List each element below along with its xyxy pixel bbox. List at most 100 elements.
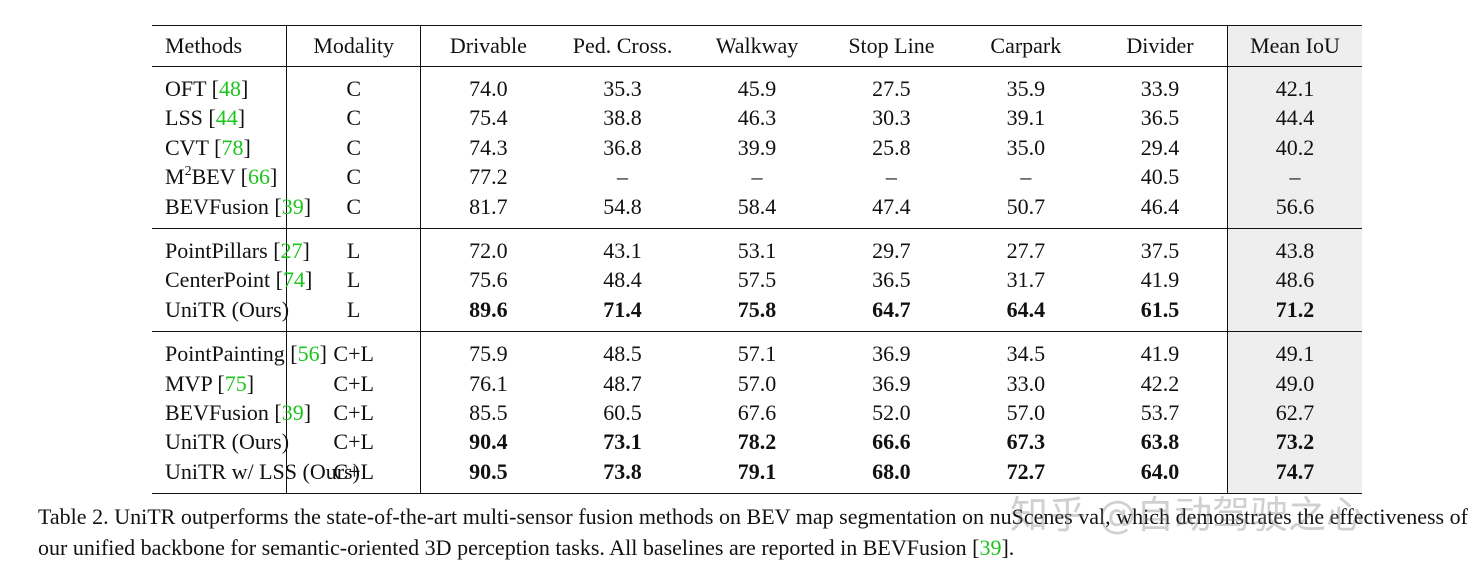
value: 36.8: [603, 134, 642, 160]
cite-close: ]: [302, 238, 310, 264]
column-header: Modality: [286, 25, 422, 67]
value: 36.9: [872, 341, 911, 367]
method-name: BEV: [191, 164, 236, 190]
value: 48.4: [603, 267, 642, 293]
method-name: PointPillars: [165, 238, 268, 264]
value: 33.9: [1140, 76, 1180, 101]
column-header: Carpark: [990, 33, 1062, 58]
value-cell: 63.8: [1093, 427, 1227, 456]
cite-open: [: [211, 76, 219, 101]
value: 31.7: [1006, 267, 1046, 293]
value-cell: 36.8: [555, 133, 689, 162]
value-cell: 40.2: [1227, 132, 1362, 163]
table-row: PointPainting [56] C+L 75.9 48.5 57.1 36.9 34.…: [152, 331, 1362, 369]
value: 36.5: [1140, 105, 1180, 131]
value-cell: 35.0: [959, 133, 1093, 162]
method-name: CenterPoint: [165, 267, 271, 293]
value-cell: 41.9: [1093, 332, 1227, 369]
value-cell: 57.5: [690, 265, 824, 294]
value: 90.5: [469, 458, 508, 484]
modality-cell: C+L: [286, 427, 422, 457]
value-cell: 47.4: [824, 192, 958, 229]
value-cell: 74.7: [1227, 456, 1362, 494]
method-cell: BEVFusion [39]: [152, 398, 311, 428]
value: 78.2: [737, 429, 777, 455]
value: 42.1: [1275, 76, 1315, 101]
value: 75.4: [469, 105, 508, 131]
value: –: [1020, 164, 1032, 190]
value-cell: 74.3: [421, 133, 555, 162]
caption-end: .: [1008, 535, 1015, 560]
value: 35.3: [603, 76, 642, 101]
value-cell: 75.8: [690, 295, 824, 332]
citation: 56: [297, 341, 320, 367]
value-cell: 68.0: [824, 457, 958, 494]
value-cell: 42.1: [1227, 66, 1362, 104]
value: 43.8: [1275, 238, 1315, 264]
value: –: [885, 164, 897, 190]
results-table: Methods Modality Drivable Ped. Cross. Walkwa…: [152, 25, 1362, 494]
watermark: 知乎 @自动驾驶之心: [1010, 493, 1365, 537]
citation: 39: [281, 400, 304, 426]
cite-open: [: [290, 341, 298, 367]
value-cell: 81.7: [421, 192, 555, 229]
value-cell: 29.4: [1093, 133, 1227, 162]
value: 33.0: [1006, 370, 1046, 396]
modality-cell: L: [286, 265, 422, 295]
value-cell: 90.5: [421, 457, 555, 494]
value: 40.2: [1275, 134, 1315, 160]
method-cell: PointPillars [27]: [152, 228, 310, 266]
value-cell: 77.2: [421, 162, 555, 191]
method-name: OFT: [165, 76, 207, 101]
method-name: BEVFusion: [165, 400, 269, 426]
value-cell: 31.7: [959, 265, 1093, 294]
cite-close: ]: [237, 105, 246, 131]
value-cell: 67.3: [959, 427, 1093, 456]
value: 73.8: [603, 458, 642, 484]
modality-cell: C: [286, 103, 422, 133]
value-cell: 35.9: [959, 67, 1093, 104]
value-cell: 36.5: [824, 265, 958, 294]
citation: 74: [282, 267, 305, 293]
method-cell: M2BEV [66]: [152, 162, 287, 192]
cite-open: [: [214, 134, 222, 160]
cite-open: [: [274, 193, 282, 219]
caption-cite-close: ]: [1001, 535, 1009, 560]
value: 36.5: [872, 267, 911, 293]
value-cell: 57.0: [690, 369, 824, 398]
value-cell: 46.4: [1093, 192, 1227, 229]
value-cell: 36.9: [824, 332, 958, 369]
citation: 39: [281, 193, 304, 219]
method-name: CVT: [165, 134, 209, 160]
method-name: PointPainting: [165, 341, 285, 367]
value: 29.4: [1140, 134, 1180, 160]
value: 44.4: [1275, 105, 1315, 131]
value-cell: 85.5: [421, 398, 555, 427]
value-cell: 57.1: [690, 332, 824, 369]
value: 25.8: [872, 134, 911, 160]
value: 64.7: [872, 296, 911, 322]
value-cell: 67.6: [690, 398, 824, 427]
value-cell: 72.0: [421, 229, 555, 266]
table-row: OFT [48] C 74.0 35.3 45.9 27.5 35.9 33.9 42.1: [152, 66, 1362, 104]
value: 29.7: [872, 238, 911, 264]
value-cell: –: [959, 162, 1093, 191]
value-cell: 49.1: [1227, 331, 1362, 369]
cite-close: ]: [270, 164, 278, 190]
value-cell: 39.9: [690, 133, 824, 162]
value: 52.0: [872, 400, 911, 426]
value: 57.1: [737, 341, 777, 367]
value: 35.0: [1006, 134, 1046, 160]
table-row: UniTR w/ LSS (Ours) C+L 90.5 73.8 79.1 68.0 72…: [152, 456, 1362, 494]
value-cell: 25.8: [824, 133, 958, 162]
method-name: UniTR w/ LSS (Ours): [165, 458, 360, 484]
value: 40.5: [1140, 164, 1180, 190]
value: 75.8: [737, 296, 777, 322]
value: 48.7: [603, 370, 642, 396]
value-cell: 33.0: [959, 369, 1093, 398]
value: 89.6: [469, 296, 508, 322]
table-row: MVP [75] C+L 76.1 48.7 57.0 36.9 33.0 42.2 49.0: [152, 368, 1362, 399]
value: 39.9: [737, 134, 777, 160]
value-cell: 37.5: [1093, 229, 1227, 266]
table-row: UniTR (Ours) L 89.6 71.4 75.8 64.7 64.4 61.5 71.…: [152, 294, 1362, 332]
